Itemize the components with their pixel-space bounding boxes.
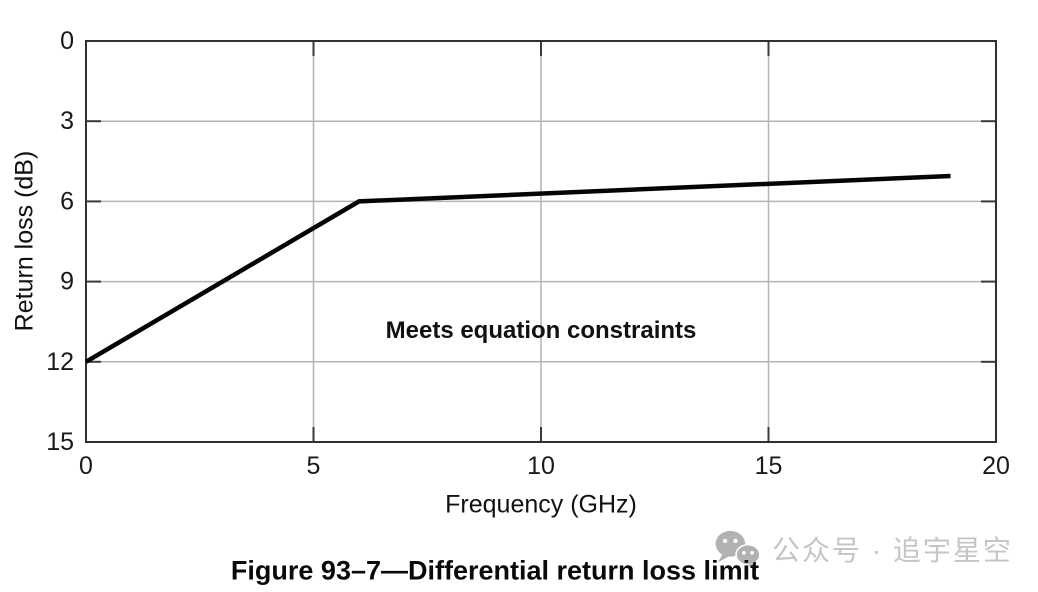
y-tick-label: 0 <box>60 27 74 55</box>
x-tick-label: 15 <box>755 452 783 480</box>
x-tick-label: 5 <box>307 452 321 480</box>
plot-frame <box>85 40 997 443</box>
watermark-text: 公众号 · 追宇星空 <box>772 535 1013 566</box>
figure-caption: Figure 93–7—Differential return loss lim… <box>230 555 760 586</box>
y-tick-label: 3 <box>60 107 74 135</box>
x-tick-label: 20 <box>982 452 1010 480</box>
x-axis-title: Frequency (GHz) <box>445 490 637 519</box>
x-tick-label: 0 <box>79 452 93 480</box>
wechat-icon <box>715 530 761 569</box>
x-tick-label: 10 <box>527 452 555 480</box>
y-axis-title: Return loss (dB) <box>10 150 39 332</box>
y-tick-label: 15 <box>46 428 74 456</box>
y-tick-label: 12 <box>46 348 74 376</box>
y-tick-label: 6 <box>60 187 74 215</box>
watermark: 公众号 · 追宇星空 <box>712 529 1013 569</box>
chart-annotation: Meets equation constraints <box>385 317 697 344</box>
y-tick-label: 9 <box>60 268 74 296</box>
return-loss-limit-line <box>84 173 951 364</box>
